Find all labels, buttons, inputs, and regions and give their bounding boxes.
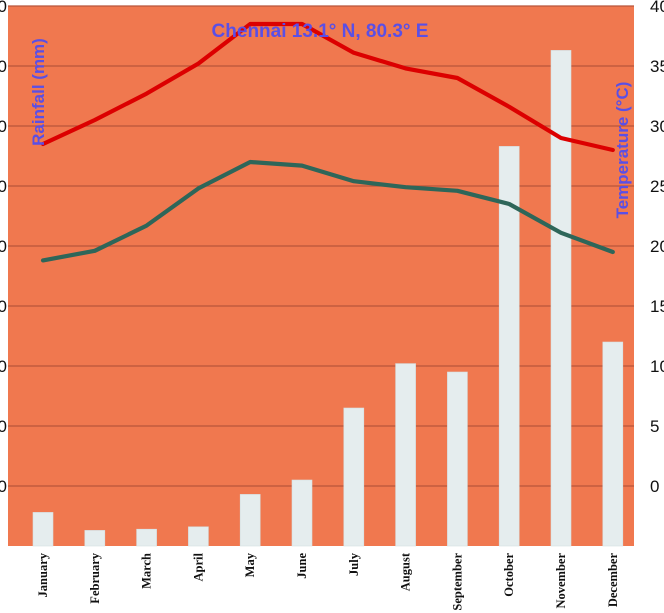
- rainfall-bar-july: [343, 407, 365, 547]
- rainfall-bar-march: [136, 528, 157, 547]
- month-label-november: November: [554, 553, 568, 609]
- left-tick-label: .0: [0, 0, 7, 16]
- left-tick-label: .0: [0, 237, 7, 256]
- rainfall-bar-september: [447, 371, 468, 547]
- temperature-lines: [40, 21, 615, 263]
- rainfall-axis-title: Rainfall (mm): [29, 38, 48, 146]
- right-tick-label: 0: [650, 477, 659, 496]
- rainfall-bar-january: [32, 512, 54, 547]
- right-tick-label: 25: [650, 177, 664, 196]
- rainfall-bar-december: [602, 341, 624, 547]
- month-label-august: August: [399, 552, 413, 591]
- rainfall-bar-august: [395, 363, 416, 547]
- month-label-december: December: [606, 553, 620, 608]
- right-tick-label: 15: [650, 297, 664, 316]
- right-tick-label: 10: [650, 357, 664, 376]
- rainfall-bar-october: [498, 146, 520, 547]
- min-temperature-line: [40, 159, 615, 263]
- month-label-may: May: [243, 552, 257, 577]
- month-label-march: March: [140, 553, 154, 589]
- max-temperature-line: [40, 21, 615, 153]
- right-tick-label: 35: [650, 57, 664, 76]
- month-label-june: June: [295, 553, 309, 579]
- left-tick-label: 0: [0, 477, 7, 496]
- month-label-january: January: [36, 552, 50, 597]
- month-label-july: July: [347, 552, 361, 576]
- left-tick-label: .0: [0, 357, 7, 376]
- rainfall-bar-may: [239, 494, 261, 547]
- month-label-september: September: [450, 553, 464, 611]
- left-tick-label: .0: [0, 117, 7, 136]
- month-labels: January February March April May June July Augu…: [36, 552, 620, 610]
- left-tick-label: .0: [0, 297, 7, 316]
- right-tick-label: 30: [650, 117, 664, 136]
- month-label-february: February: [88, 552, 102, 603]
- left-axis-ticks: 0 .0 .0 .0 .0 .0 .0 .0 .0: [0, 0, 7, 496]
- right-tick-label: 20: [650, 237, 664, 256]
- right-tick-label: 40: [650, 0, 664, 16]
- rainfall-bar-june: [291, 479, 313, 547]
- right-axis-ticks: 0 5 10 15 20 25 30 35 40: [650, 0, 664, 496]
- left-tick-label: .0: [0, 417, 7, 436]
- chart-title: Chennai 13.1° N, 80.3° E: [212, 21, 429, 42]
- month-label-april: April: [191, 552, 205, 581]
- left-tick-label: .0: [0, 57, 7, 76]
- rainfall-bar-april: [188, 526, 209, 547]
- left-tick-label: .0: [0, 177, 7, 196]
- grid-lines: [8, 5, 634, 487]
- rainfall-bar-february: [84, 530, 106, 547]
- temperature-axis-title: Temperature (°C): [613, 82, 632, 219]
- right-tick-label: 5: [650, 417, 659, 436]
- plot-background: [8, 6, 634, 546]
- rainfall-bar-november: [550, 50, 572, 547]
- rainfall-bars: [32, 50, 624, 547]
- month-label-october: October: [502, 553, 516, 597]
